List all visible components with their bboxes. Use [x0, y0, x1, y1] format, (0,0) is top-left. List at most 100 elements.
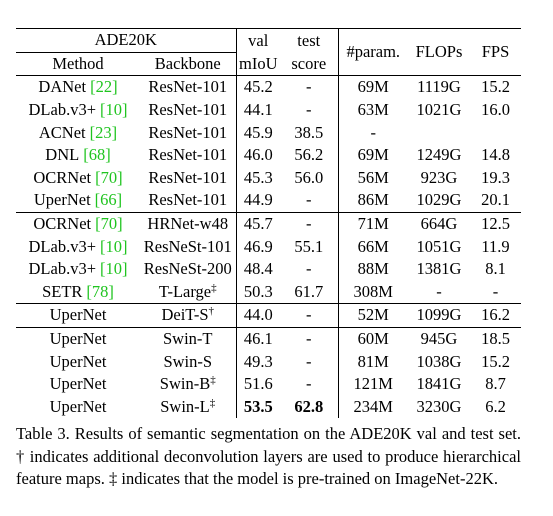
fps-value: - [492, 281, 499, 301]
backbone-cell: Swin-T [140, 327, 237, 351]
test-cell: - [280, 212, 339, 236]
method: UperNet [49, 396, 107, 416]
param-cell: 86M [338, 189, 408, 212]
header-val: val [236, 28, 281, 53]
method-cell: DLab.v3+ [10] [16, 99, 140, 122]
param-cell: 56M [338, 167, 408, 190]
table-row: ACNet [23] ResNet-101 45.9 38.5 - [16, 121, 521, 144]
val-cell: 44.9 [236, 189, 280, 212]
test-value: - [306, 305, 312, 325]
footnote-mark: ‡ [211, 281, 217, 294]
method: ACNet [38, 122, 86, 142]
fps-cell: 11.9 [470, 235, 521, 258]
flops-value: 945G [420, 329, 458, 349]
fps-cell: 18.5 [470, 327, 521, 350]
test-cell: 55.1 [280, 235, 339, 258]
citation: [66] [94, 190, 123, 210]
method: UperNet [49, 329, 107, 349]
flops-cell: 1021G [408, 99, 470, 122]
fps-value: 19.3 [481, 167, 510, 187]
val-value: 45.2 [243, 77, 273, 97]
method-cell: ACNet [23] [16, 121, 140, 144]
val-value: 46.0 [243, 145, 273, 165]
caption: Table 3. Results of semantic segmentatio… [16, 424, 521, 488]
flops-value: 1051G [416, 236, 462, 256]
test-cell: 56.0 [280, 166, 339, 190]
citation: [23] [89, 122, 118, 142]
table-row: DANet [22] ResNet-101 45.2 - 69M 1119G 15.2 [16, 75, 521, 99]
flops-value: 1099G [416, 305, 462, 325]
table-row: OCRNet [70] HRNet-w48 45.7 - 71M 664G 12.5 [16, 212, 521, 236]
results-table: ADE20K val test #param. FLOPs FPS Method… [16, 27, 522, 419]
flops-value: 1249G [416, 145, 462, 165]
method: OCRNet [33, 167, 92, 187]
backbone-cell: ResNet-101 [140, 98, 237, 122]
backbone: ResNet-101 [148, 122, 228, 142]
test-value: 62.8 [294, 396, 324, 416]
param-value: 71M [357, 214, 389, 234]
flops-value: 1841G [416, 374, 462, 394]
val-cell: 45.3 [236, 167, 280, 190]
fps-value: 20.1 [481, 190, 510, 210]
method-cell: SETR [78] [16, 281, 140, 304]
test-value: - [306, 374, 312, 394]
fps-cell: 14.8 [470, 144, 521, 167]
header-row: ADE20K val test #param. FLOPs FPS [16, 27, 522, 76]
flops-value: 664G [420, 214, 458, 234]
val-value: 46.9 [243, 236, 273, 256]
backbone: ResNet-101 [148, 167, 228, 187]
test-cell: - [280, 75, 339, 99]
fps-cell: 16.2 [470, 304, 521, 328]
val-value: 49.3 [243, 351, 273, 371]
flops-cell: 945G [408, 327, 470, 350]
method-cell: DNL [68] [16, 144, 140, 167]
fps-value: 11.9 [481, 236, 510, 256]
method: SETR [42, 281, 83, 301]
fps-value: 18.5 [481, 329, 510, 349]
flops-cell: 3230G [408, 396, 470, 419]
backbone-cell: Swin-L‡ [140, 395, 237, 419]
backbone: Swin-S [163, 351, 213, 371]
val-value: 45.7 [243, 214, 273, 234]
citation: [70] [95, 167, 123, 187]
row-group: UperNet DeiT-S† 44.0 - 52M 1099G 16.2 [16, 303, 522, 328]
param-cell: 71M [338, 212, 408, 235]
fps-cell: 20.1 [470, 189, 521, 212]
fps-cell: 15.2 [470, 76, 521, 99]
header-backbone: Backbone [140, 52, 237, 76]
val-value: 46.1 [243, 329, 273, 349]
flops-cell: 1029G [408, 189, 470, 212]
val-cell: 45.9 [236, 121, 280, 144]
backbone: Swin-T [163, 329, 213, 349]
backbone-cell: Swin-B‡ [140, 372, 237, 396]
val-cell: 50.3 [236, 281, 280, 304]
test-value: 38.5 [294, 122, 324, 142]
citation: [68] [83, 145, 111, 165]
table-row: SETR [78] T-Large‡ 50.3 61.7 308M - - [16, 280, 521, 304]
flops-value: 1038G [416, 351, 462, 371]
table-row: DNL [68] ResNet-101 46.0 56.2 69M 1249G 14.8 [16, 143, 521, 167]
method-cell: UperNet [66] [16, 189, 140, 212]
method-cell: UperNet [16, 304, 140, 328]
test-cell: - [280, 327, 339, 351]
citation: [10] [100, 259, 128, 279]
flops-value: 1381G [416, 259, 462, 279]
header-fps: FPS [470, 27, 522, 76]
backbone: ResNeSt-200 [143, 259, 232, 279]
fps-value: 15.2 [481, 77, 510, 97]
results-table-container: ADE20K val test #param. FLOPs FPS Method… [16, 27, 522, 419]
backbone-cell: Swin-S [140, 350, 237, 373]
val-value: 45.3 [243, 167, 273, 187]
footnote-mark: ‡ [209, 396, 216, 409]
backbone-cell: ResNeSt-101 [140, 235, 237, 258]
flops-cell: - [408, 281, 470, 304]
header-method: Method [52, 53, 104, 73]
fps-value: 16.0 [481, 100, 510, 120]
fps-value: 12.5 [481, 214, 510, 234]
test-cell: 38.5 [280, 121, 339, 144]
backbone-cell: ResNet-101 [140, 166, 237, 190]
table-header: ADE20K val test #param. FLOPs FPS Method… [16, 27, 522, 76]
fps-value: 15.2 [481, 351, 510, 371]
test-value: - [306, 329, 312, 349]
test-value: - [306, 190, 312, 210]
